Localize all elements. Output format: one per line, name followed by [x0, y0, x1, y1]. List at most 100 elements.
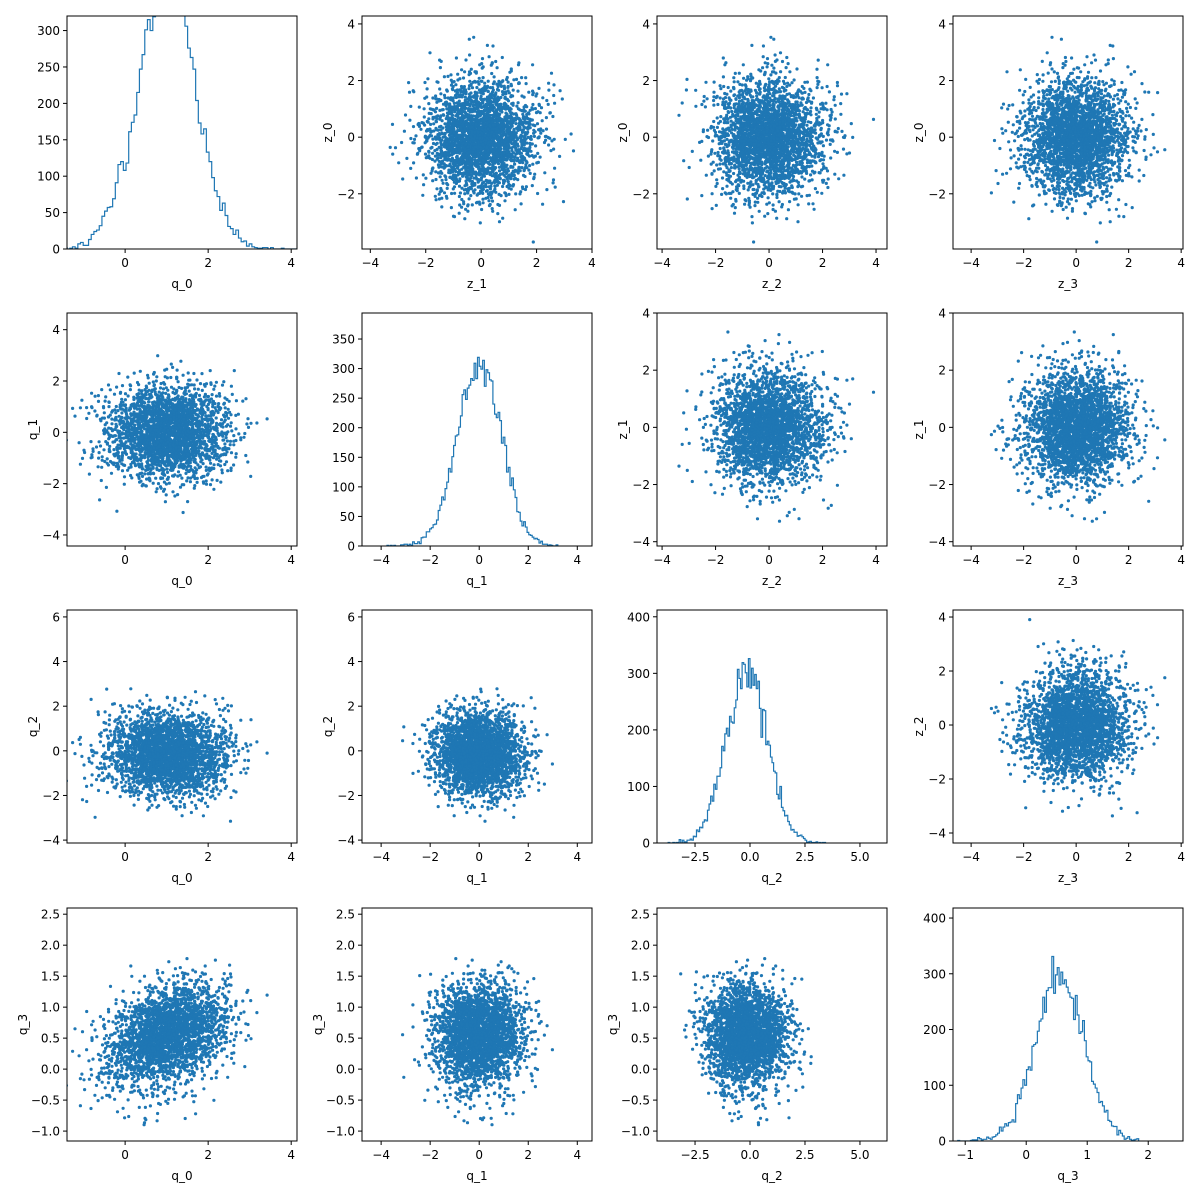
scatter-point: [730, 109, 734, 114]
scatter-point: [449, 129, 453, 134]
scatter-point: [487, 152, 491, 156]
scatter-point: [468, 118, 472, 122]
scatter-point: [757, 88, 761, 92]
scatter-point: [737, 96, 742, 100]
scatter-point: [540, 119, 544, 123]
scatter-point: [720, 176, 725, 180]
scatter-point: [458, 191, 462, 195]
scatter-point: [435, 100, 439, 104]
scatter-point: [455, 105, 459, 109]
scatter-point: [468, 92, 472, 96]
hist-bin: [147, 20, 150, 249]
scatter-point: [439, 128, 443, 132]
scatter-point: [438, 87, 442, 91]
scatter-point: [459, 102, 463, 106]
hist-bin: [201, 134, 204, 249]
scatter-point: [719, 115, 723, 119]
scatter-point: [560, 97, 564, 101]
scatter-point: [475, 118, 479, 122]
scatter-point: [486, 79, 490, 83]
scatter-point: [772, 66, 776, 70]
scatter-point: [732, 158, 736, 162]
plot-area: [388, 35, 576, 244]
scatter-point: [455, 88, 459, 92]
scatter-point: [549, 71, 554, 75]
scatter-point: [470, 203, 474, 207]
scatter-point: [467, 37, 471, 41]
scatter-point: [462, 85, 466, 89]
scatter-point: [809, 106, 813, 110]
scatter-point: [449, 73, 453, 77]
scatter-point: [472, 170, 476, 174]
scatter-point: [826, 63, 830, 67]
scatter-point: [710, 207, 714, 211]
scatter-point: [478, 63, 482, 67]
scatter-point: [464, 207, 468, 211]
scatter-point: [524, 76, 528, 80]
scatter-point: [515, 104, 519, 108]
scatter-point: [423, 152, 428, 156]
hist-bin: [228, 226, 231, 249]
scatter-point: [756, 196, 760, 200]
scatter-point: [433, 154, 437, 158]
scatter-point: [766, 212, 770, 216]
scatter-point: [492, 75, 496, 79]
scatter-point: [742, 76, 746, 80]
scatter-point: [524, 82, 528, 86]
scatter-point: [445, 181, 449, 186]
scatter-point: [813, 187, 818, 191]
scatter-point: [451, 187, 455, 191]
scatter-point: [530, 106, 534, 110]
scatter-point: [429, 122, 433, 126]
hist-bin: [126, 163, 129, 249]
scatter-point: [772, 91, 776, 95]
scatter-point: [528, 137, 533, 141]
hist-step-outline: [67, 16, 297, 249]
scatter-point: [503, 140, 507, 144]
scatter-point: [438, 66, 442, 70]
x-tick-label: 0: [121, 256, 129, 270]
scatter-point: [438, 108, 442, 112]
hist-bin: [166, 0, 169, 249]
scatter-point: [492, 98, 496, 103]
scatter-point: [431, 166, 435, 170]
scatter-point: [502, 151, 506, 155]
scatter-point: [545, 98, 549, 103]
scatter-point: [476, 154, 480, 158]
scatter-point: [421, 121, 425, 125]
scatter-point: [514, 112, 518, 116]
scatter-point: [803, 177, 807, 181]
scatter-point: [412, 161, 416, 165]
scatter-point: [443, 153, 447, 157]
scatter-point: [417, 124, 421, 128]
scatter-point: [799, 185, 804, 189]
scatter-point: [468, 79, 472, 83]
scatter-point: [541, 202, 545, 206]
scatter-point: [485, 43, 489, 48]
scatter-point: [505, 75, 509, 80]
scatter-point: [502, 146, 506, 150]
scatter-point: [444, 104, 448, 108]
scatter-point: [550, 139, 554, 143]
scatter-point: [454, 135, 458, 139]
scatter-point: [518, 169, 522, 173]
scatter-point: [516, 156, 520, 160]
scatter-point: [710, 192, 714, 196]
scatter-point: [521, 120, 525, 125]
scatter-point: [485, 156, 490, 160]
scatter-point: [772, 86, 776, 90]
scatter-point: [467, 70, 472, 74]
scatter-point: [491, 137, 495, 141]
scatter-point: [459, 117, 463, 121]
scatter-point: [815, 67, 819, 71]
scatter-point: [488, 171, 492, 175]
scatter-point: [478, 189, 483, 193]
scatter-point: [705, 135, 709, 139]
scatter-point: [439, 146, 443, 150]
scatter-point: [428, 107, 432, 111]
scatter-point: [522, 148, 526, 152]
scatter-point: [481, 191, 485, 195]
scatter-point: [419, 127, 423, 131]
scatter-point: [503, 199, 507, 203]
scatter-point: [486, 111, 490, 115]
